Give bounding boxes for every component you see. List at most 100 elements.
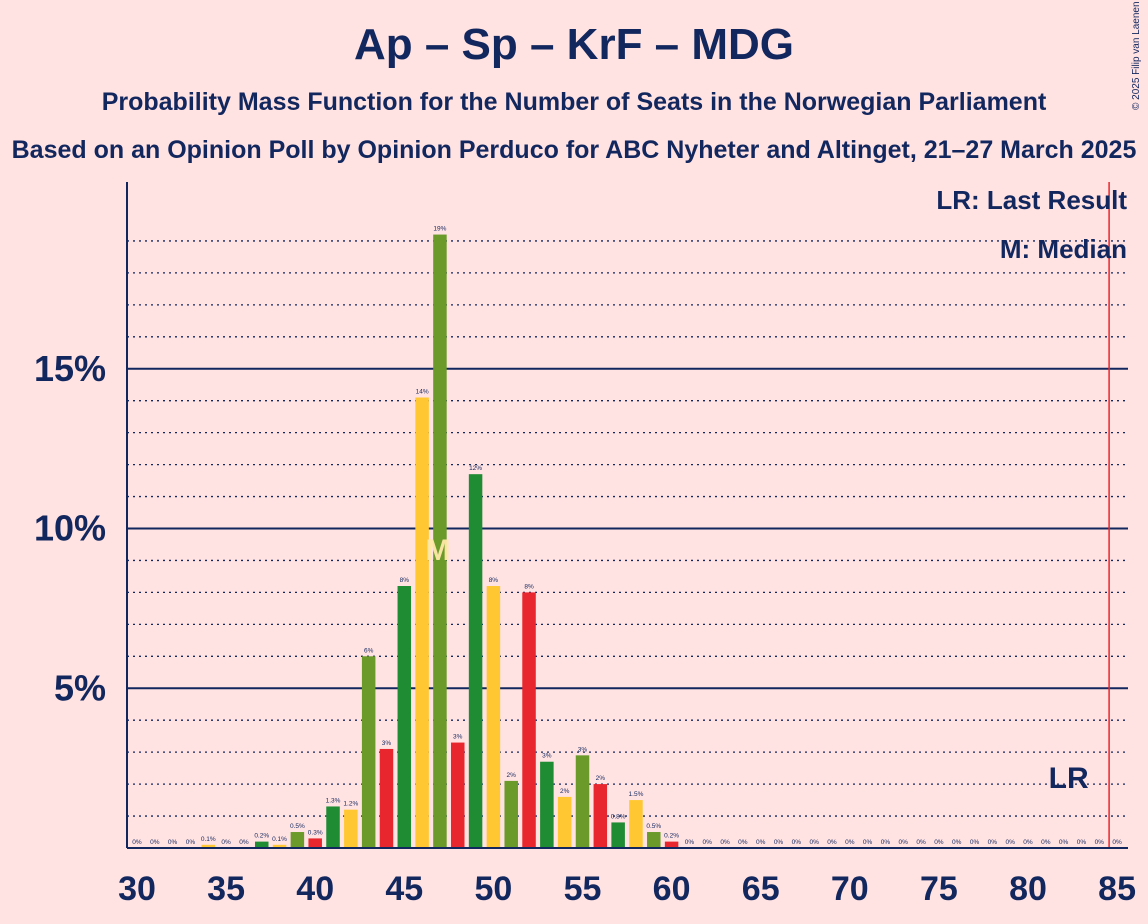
bar-label-seat-52: 8% [524, 583, 534, 590]
bar-label-seat-74: 0% [916, 839, 926, 846]
bar-label-seat-55: 3% [578, 746, 588, 753]
x-tick-label: 70 [831, 870, 869, 908]
grid-lines [127, 240, 1128, 817]
bar-label-seat-76: 0% [952, 839, 962, 846]
bar-label-seat-40: 0.3% [308, 829, 323, 836]
legend-median: M: Median [1000, 234, 1127, 264]
bar-label-seat-78: 0% [988, 839, 998, 846]
bar-seat-46 [415, 397, 429, 848]
bar-label-seat-46: 14% [416, 389, 429, 396]
bar-label-seat-45: 8% [400, 577, 410, 584]
chart-subtitle-source: Based on an Opinion Poll by Opinion Perd… [11, 136, 1137, 164]
bar-seat-51 [504, 780, 518, 848]
bar-label-seat-68: 0% [809, 839, 819, 846]
bar-seat-55 [575, 755, 590, 848]
bar-seat-54 [557, 796, 572, 848]
bar-label-seat-59: 0.5% [646, 823, 661, 830]
bar-label-seat-66: 0% [774, 839, 784, 846]
bar-label-seat-73: 0% [899, 839, 909, 846]
bar-seat-40 [308, 838, 322, 848]
bar-seat-57 [611, 822, 625, 848]
bar-label-seat-63: 0% [720, 839, 730, 846]
bar-label-seat-56: 2% [596, 775, 606, 782]
y-tick-label: 10% [34, 508, 106, 549]
legend: LR: Last Result M: Median [936, 185, 1127, 264]
bar-label-seat-47: 19% [433, 226, 446, 233]
bar-seat-43 [361, 656, 376, 848]
x-tick-label: 50 [474, 870, 512, 908]
bar-label-seat-58: 1.5% [629, 791, 644, 798]
y-tick-label: 15% [34, 348, 106, 389]
bar-label-seat-35: 0% [221, 839, 231, 846]
bar-label-seat-83: 0% [1077, 839, 1087, 846]
bar-label-seat-43: 6% [364, 647, 374, 654]
bar-seat-48 [451, 742, 465, 848]
last-result-label: LR [1049, 762, 1089, 795]
bar-seat-47 [433, 234, 447, 848]
bar-seat-49 [468, 474, 483, 848]
x-tick-label: 55 [564, 870, 602, 908]
bar-label-seat-48: 3% [453, 734, 463, 741]
x-tick-label: 35 [207, 870, 245, 908]
bar-label-seat-61: 0% [685, 839, 695, 846]
bar-label-seat-57: 0.8% [611, 813, 626, 820]
bar-label-seat-33: 0% [186, 839, 196, 846]
bar-label-seat-36: 0% [239, 839, 249, 846]
bar-label-seat-54: 2% [560, 788, 570, 795]
bar-label-seat-85: 0% [1112, 839, 1122, 846]
bar-seat-37 [254, 841, 269, 848]
bar-label-seat-79: 0% [1005, 839, 1015, 846]
bar-label-seat-70: 0% [845, 839, 855, 846]
bar-label-seat-50: 8% [489, 577, 499, 584]
bar-label-seat-64: 0% [738, 839, 748, 846]
bar-label-seat-44: 3% [382, 740, 392, 747]
y-tick-label: 5% [54, 667, 106, 708]
bar-seat-41 [326, 806, 340, 848]
bar-seat-53 [540, 761, 554, 848]
x-tick-label: 75 [920, 870, 958, 908]
bar-label-seat-38: 0.1% [272, 836, 287, 843]
bar-label-seat-77: 0% [970, 839, 980, 846]
bar-label-seat-39: 0.5% [290, 823, 305, 830]
median-marker: M [425, 534, 450, 567]
axes [126, 182, 1128, 849]
chart-title: Ap – Sp – KrF – MDG [353, 20, 795, 69]
bar-seat-58 [629, 800, 643, 848]
tick-labels: 5% 10% 15% 30 35 40 45 50 55 60 65 70 75 80 85 [34, 348, 1136, 908]
x-tick-label: 60 [653, 870, 691, 908]
bar-label-seat-62: 0% [703, 839, 713, 846]
bar-label-seat-84: 0% [1095, 839, 1105, 846]
bar-label-seat-53: 3% [542, 753, 552, 760]
x-tick-label: 65 [742, 870, 780, 908]
x-tick-label: 30 [118, 870, 156, 908]
bar-label-seat-75: 0% [934, 839, 944, 846]
bar-seat-45 [397, 586, 412, 848]
bar-label-seat-69: 0% [827, 839, 837, 846]
bar-seat-42 [344, 809, 358, 848]
bar-label-seat-34: 0.1% [201, 836, 216, 843]
chart-subtitle: Probability Mass Function for the Number… [101, 88, 1047, 116]
bar-label-seat-82: 0% [1059, 839, 1069, 846]
bar-label-seat-30: 0% [132, 839, 142, 846]
bar-label-seat-80: 0% [1023, 839, 1033, 846]
bar-label-seat-81: 0% [1041, 839, 1051, 846]
bar-label-seat-32: 0% [168, 839, 178, 846]
bar-label-seat-51: 2% [507, 772, 517, 779]
bar-label-seat-41: 1.3% [326, 797, 341, 804]
x-tick-label: 45 [385, 870, 423, 908]
bar-label-seat-67: 0% [792, 839, 802, 846]
bar-seat-50 [486, 586, 501, 848]
x-tick-label: 40 [296, 870, 334, 908]
bar-seat-39 [290, 832, 305, 848]
bar-seat-60 [664, 841, 679, 848]
x-tick-label: 80 [1009, 870, 1047, 908]
bar-label-seat-60: 0.2% [664, 833, 679, 840]
bar-seat-59 [647, 832, 661, 848]
bar-seat-56 [593, 784, 608, 848]
bar-label-seat-71: 0% [863, 839, 873, 846]
x-tick-label: 85 [1098, 870, 1136, 908]
bar-label-seat-37: 0.2% [254, 833, 269, 840]
bar-label-seat-49: 12% [469, 465, 482, 472]
bar-seat-52 [522, 592, 536, 848]
